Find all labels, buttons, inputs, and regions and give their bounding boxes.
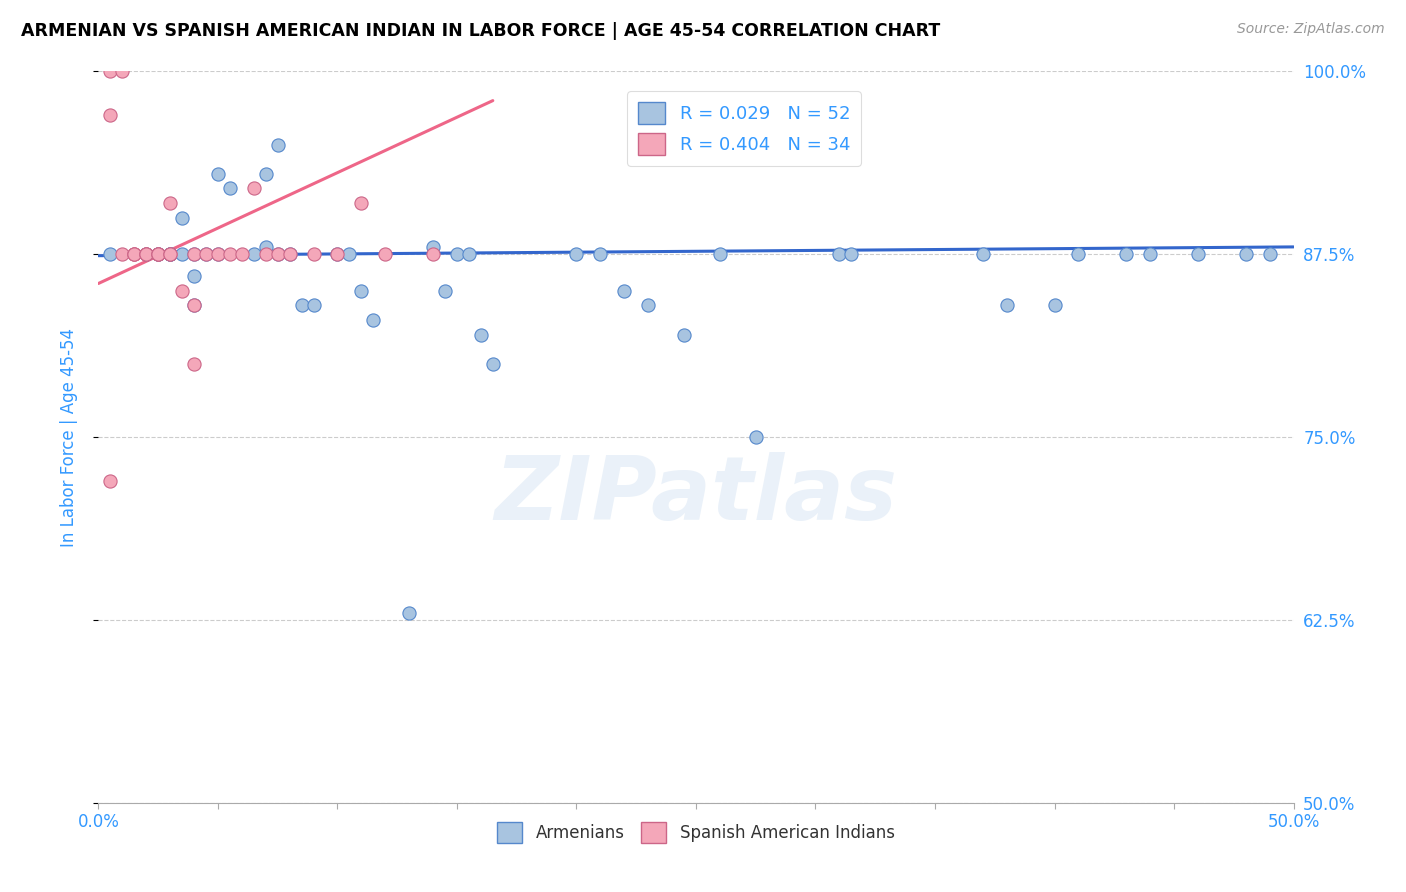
Point bbox=[159, 247, 181, 261]
Point bbox=[98, 474, 122, 488]
Point bbox=[148, 247, 170, 261]
Point bbox=[291, 298, 314, 312]
Point bbox=[363, 313, 385, 327]
Point bbox=[124, 247, 146, 261]
Point bbox=[339, 247, 361, 261]
Point bbox=[183, 247, 205, 261]
Point bbox=[243, 181, 266, 195]
Point bbox=[183, 298, 205, 312]
Text: Source: ZipAtlas.com: Source: ZipAtlas.com bbox=[1237, 22, 1385, 37]
Point bbox=[148, 247, 170, 261]
Point bbox=[267, 247, 290, 261]
Point bbox=[326, 247, 349, 261]
Point bbox=[278, 247, 301, 261]
Text: ZIPatlas: ZIPatlas bbox=[495, 452, 897, 539]
Point bbox=[1115, 247, 1137, 261]
Point bbox=[1139, 247, 1161, 261]
Point bbox=[1234, 247, 1257, 261]
Point bbox=[446, 247, 468, 261]
Point bbox=[135, 247, 157, 261]
Point bbox=[98, 108, 122, 122]
Point bbox=[111, 64, 134, 78]
Point bbox=[195, 247, 218, 261]
Point bbox=[124, 247, 146, 261]
Y-axis label: In Labor Force | Age 45-54: In Labor Force | Age 45-54 bbox=[59, 327, 77, 547]
Point bbox=[135, 247, 157, 261]
Point bbox=[172, 211, 194, 225]
Point bbox=[398, 606, 420, 620]
Point bbox=[1043, 298, 1066, 312]
Point bbox=[1067, 247, 1090, 261]
Point bbox=[458, 247, 481, 261]
Point bbox=[207, 167, 229, 181]
Point bbox=[231, 247, 253, 261]
Point bbox=[98, 64, 122, 78]
Point bbox=[148, 247, 170, 261]
Point bbox=[207, 247, 229, 261]
Point bbox=[267, 247, 290, 261]
Point bbox=[374, 247, 396, 261]
Point bbox=[841, 247, 863, 261]
Point bbox=[565, 247, 588, 261]
Point bbox=[124, 247, 146, 261]
Point bbox=[637, 298, 659, 312]
Point bbox=[159, 247, 181, 261]
Point bbox=[159, 247, 181, 261]
Point bbox=[709, 247, 731, 261]
Point bbox=[183, 269, 205, 284]
Point bbox=[207, 247, 229, 261]
Point bbox=[98, 247, 122, 261]
Point bbox=[254, 240, 277, 254]
Text: ARMENIAN VS SPANISH AMERICAN INDIAN IN LABOR FORCE | AGE 45-54 CORRELATION CHART: ARMENIAN VS SPANISH AMERICAN INDIAN IN L… bbox=[21, 22, 941, 40]
Legend: Armenians, Spanish American Indians: Armenians, Spanish American Indians bbox=[491, 815, 901, 849]
Point bbox=[254, 167, 277, 181]
Point bbox=[745, 430, 768, 444]
Point bbox=[995, 298, 1018, 312]
Point bbox=[243, 247, 266, 261]
Point bbox=[183, 357, 205, 371]
Point bbox=[470, 327, 492, 342]
Point bbox=[254, 247, 277, 261]
Point bbox=[159, 247, 181, 261]
Point bbox=[1258, 247, 1281, 261]
Point bbox=[1187, 247, 1209, 261]
Point bbox=[135, 247, 157, 261]
Point bbox=[589, 247, 612, 261]
Point bbox=[673, 327, 696, 342]
Point bbox=[434, 284, 457, 298]
Point bbox=[278, 247, 301, 261]
Point bbox=[219, 181, 242, 195]
Point bbox=[172, 284, 194, 298]
Point bbox=[111, 247, 134, 261]
Point bbox=[219, 247, 242, 261]
Point bbox=[267, 137, 290, 152]
Point bbox=[422, 247, 444, 261]
Point bbox=[159, 196, 181, 211]
Point bbox=[326, 247, 349, 261]
Point bbox=[481, 357, 505, 371]
Point bbox=[302, 298, 325, 312]
Point bbox=[183, 298, 205, 312]
Point bbox=[172, 247, 194, 261]
Point bbox=[148, 247, 170, 261]
Point bbox=[135, 247, 157, 261]
Point bbox=[159, 247, 181, 261]
Point bbox=[613, 284, 636, 298]
Point bbox=[972, 247, 994, 261]
Point bbox=[422, 240, 444, 254]
Point bbox=[350, 284, 373, 298]
Point bbox=[195, 247, 218, 261]
Point bbox=[350, 196, 373, 211]
Point bbox=[183, 247, 205, 261]
Point bbox=[302, 247, 325, 261]
Point bbox=[828, 247, 851, 261]
Point bbox=[148, 247, 170, 261]
